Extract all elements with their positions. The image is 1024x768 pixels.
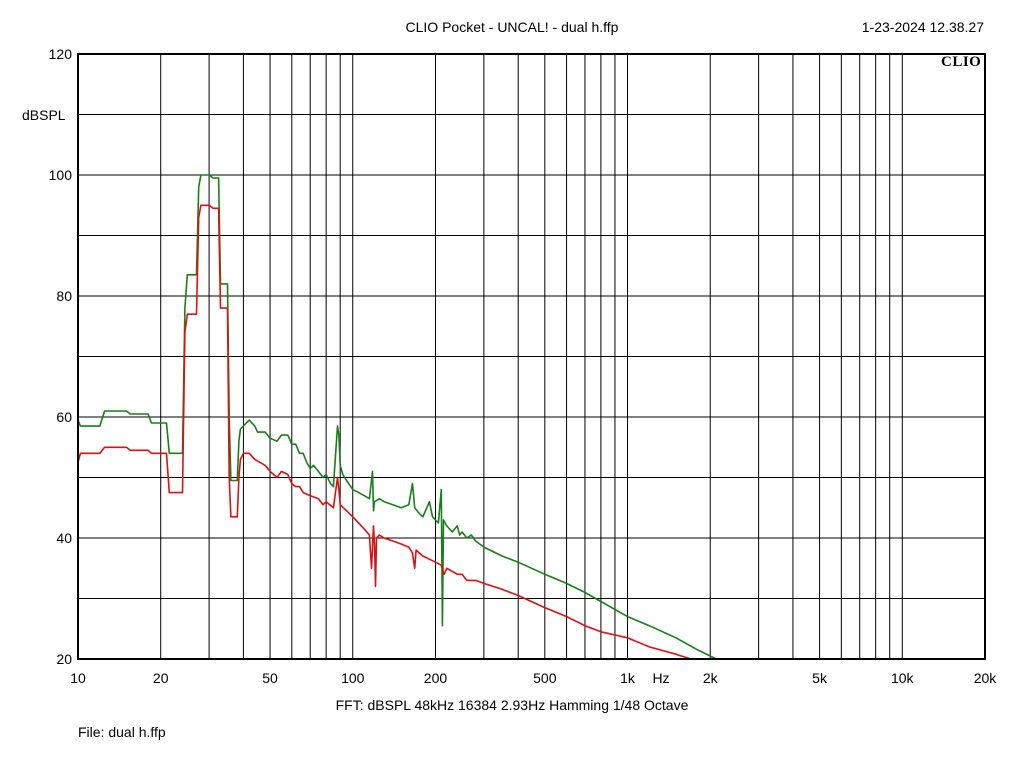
y-axis-label: dBSPL (22, 107, 66, 123)
chart-title: CLIO Pocket - UNCAL! - dual h.ffp (405, 19, 619, 35)
x-tick-label: 200 (424, 670, 448, 686)
x-tick-label: 2k (703, 670, 719, 686)
plot-frame (77, 53, 986, 660)
x-tick-label: 20 (153, 670, 169, 686)
y-tick-label: 20 (56, 651, 72, 667)
trace-2 (77, 204, 692, 660)
x-tick-label: 5k (812, 670, 828, 686)
x-tick-label: 100 (341, 670, 365, 686)
tick-labels: 10 20 50 100 200 500 1k 2k 5k 10k 20k Hz 20 40 60 80 100… (49, 46, 998, 686)
clio-logo: CLIO (941, 54, 982, 70)
traces (77, 174, 717, 660)
trace-1 (77, 174, 717, 660)
y-tick-label: 60 (56, 409, 72, 425)
y-tick-label: 100 (49, 167, 73, 183)
x-tick-label: 50 (262, 670, 278, 686)
x-tick-label: 1k (620, 670, 636, 686)
x-tick-label: 500 (533, 670, 557, 686)
y-tick-label: 120 (49, 46, 73, 62)
x-tick-label: 10 (70, 670, 86, 686)
x-tick-label: 10k (891, 670, 915, 686)
x-tick-label: 20k (974, 670, 998, 686)
y-tick-label: 80 (56, 288, 72, 304)
y-tick-label: 40 (56, 530, 72, 546)
grid (78, 54, 985, 659)
timestamp: 1-23-2024 12.38.27 (861, 19, 984, 35)
fft-settings: FFT: dBSPL 48kHz 16384 2.93Hz Hamming 1/… (335, 697, 689, 713)
x-axis-unit: Hz (652, 670, 669, 686)
file-label: File: dual h.ffp (78, 724, 166, 740)
